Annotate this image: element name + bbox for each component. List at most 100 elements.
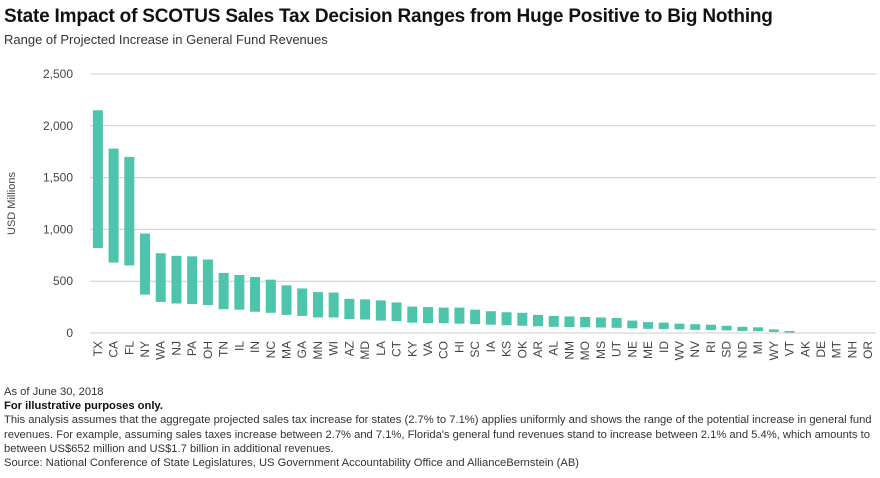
range-bar-ca [108, 148, 119, 263]
range-bar-co [438, 307, 449, 324]
chart-subtitle: Range of Projected Increase in General F… [4, 32, 328, 47]
range-bar-vt [784, 330, 795, 333]
x-tick-label: NE [625, 341, 639, 358]
x-tick-label: NV [688, 341, 702, 358]
x-tick-label: DE [814, 341, 828, 358]
x-tick-label: CT [390, 340, 404, 357]
range-bar-nj [171, 255, 182, 304]
x-tick-label: WY [767, 341, 781, 360]
as-of-date: As of June 30, 2018 [4, 386, 104, 398]
range-bar-ok [517, 312, 528, 326]
range-bar-wv [674, 323, 685, 330]
range-bar-ct [391, 302, 402, 322]
illustrative-disclaimer: For illustrative purposes only. [4, 400, 163, 413]
range-bar-sd [721, 325, 732, 331]
x-tick-label: NH [845, 341, 859, 358]
x-tick-label: MO [578, 341, 592, 360]
x-tick-label: CA [107, 341, 121, 358]
footnotes: As of June 30, 2018 For illustrative pur… [4, 385, 874, 470]
range-bar-wy [768, 329, 779, 332]
y-tick-label: 0 [66, 326, 73, 340]
x-tick-label: IN [248, 341, 262, 353]
x-tick-label: NJ [169, 341, 183, 356]
x-tick-label: MS [594, 341, 608, 359]
x-axis: TX CA FL NY WA NJ PA OH TN IL IN NC MA GA MN WI AZ MD LA CT… [91, 340, 875, 360]
x-tick-label: AR [531, 341, 545, 358]
chart-title: State Impact of SCOTUS Sales Tax Decisio… [4, 6, 773, 27]
range-bar-me [643, 322, 654, 329]
range-bar-tx [92, 110, 103, 249]
x-tick-label: TX [91, 341, 105, 356]
range-bar-wa [155, 253, 166, 302]
x-tick-label: LA [374, 341, 388, 356]
x-tick-label: NC [264, 341, 278, 359]
range-bar-wi [328, 292, 339, 318]
range-bar-hi [454, 307, 465, 324]
range-bar-sc [470, 309, 481, 325]
bar-chart: 0 500 1,000 1,500 2,000 2,500 USD Millions TX… [6, 67, 876, 360]
range-bar-az [344, 298, 355, 320]
x-tick-label: KY [405, 341, 419, 357]
range-bar-in [250, 277, 261, 312]
x-tick-label: ND [735, 341, 749, 359]
range-bar-ny [140, 233, 151, 295]
x-tick-label: AZ [342, 341, 356, 356]
x-tick-label: VT [783, 340, 797, 356]
x-tick-label: AK [798, 341, 812, 357]
range-bar-ia [485, 311, 496, 325]
x-tick-label: RI [704, 341, 718, 353]
range-bar-tn [218, 272, 229, 310]
x-tick-label: IL [232, 341, 246, 351]
x-tick-label: NY [138, 341, 152, 358]
range-bar-la [375, 300, 386, 321]
x-tick-label: OR [861, 341, 875, 359]
y-tick-label: 2,000 [43, 119, 73, 133]
range-bar-nm [564, 316, 575, 327]
range-bar-ky [407, 306, 418, 323]
range-bar-pa [187, 256, 198, 304]
source-note: Source: National Conference of State Leg… [4, 457, 580, 470]
range-bar-ut [611, 317, 622, 328]
x-tick-label: MD [358, 341, 372, 360]
x-tick-label: WV [673, 341, 687, 360]
x-tick-label: KS [500, 341, 514, 357]
x-tick-label: IA [484, 341, 498, 352]
x-tick-label: ID [657, 341, 671, 353]
y-tick-label: 500 [53, 274, 73, 288]
range-bar-mi [753, 327, 764, 332]
range-bar-ks [501, 312, 512, 326]
x-tick-label: UT [610, 340, 624, 357]
range-bar-nv [690, 324, 701, 330]
range-bar-oh [202, 259, 213, 306]
bars [92, 110, 795, 333]
y-axis-label: USD Millions [6, 172, 18, 235]
range-bar-al [548, 315, 559, 327]
y-tick-label: 2,500 [43, 67, 73, 81]
range-bar-ms [595, 317, 606, 328]
x-tick-label: SD [720, 341, 734, 358]
x-tick-label: MT [830, 340, 844, 358]
range-bar-md [360, 299, 371, 320]
y-tick-label: 1,500 [43, 171, 73, 185]
x-tick-label: MA [280, 341, 294, 359]
x-tick-label: HI [452, 341, 466, 353]
x-tick-label: MI [751, 341, 765, 354]
x-tick-label: TN [217, 341, 231, 357]
x-tick-label: WA [154, 341, 168, 360]
range-bar-mo [580, 316, 591, 328]
x-tick-label: CO [437, 341, 451, 359]
range-bar-id [658, 322, 669, 330]
range-bar-ri [705, 324, 716, 331]
analysis-description: This analysis assumes that the aggregate… [4, 414, 872, 455]
range-bar-va [422, 307, 433, 324]
y-tick-label: 1,000 [43, 222, 73, 236]
range-bar-il [234, 274, 245, 310]
x-tick-label: FL [122, 341, 136, 355]
y-axis: 0 500 1,000 1,500 2,000 2,500 [43, 67, 73, 340]
x-tick-label: ME [641, 341, 655, 359]
x-tick-label: NM [562, 341, 576, 360]
x-tick-label: VA [421, 341, 435, 356]
range-bar-fl [124, 156, 135, 266]
range-bar-ne [627, 320, 638, 329]
x-tick-label: OH [201, 341, 215, 359]
